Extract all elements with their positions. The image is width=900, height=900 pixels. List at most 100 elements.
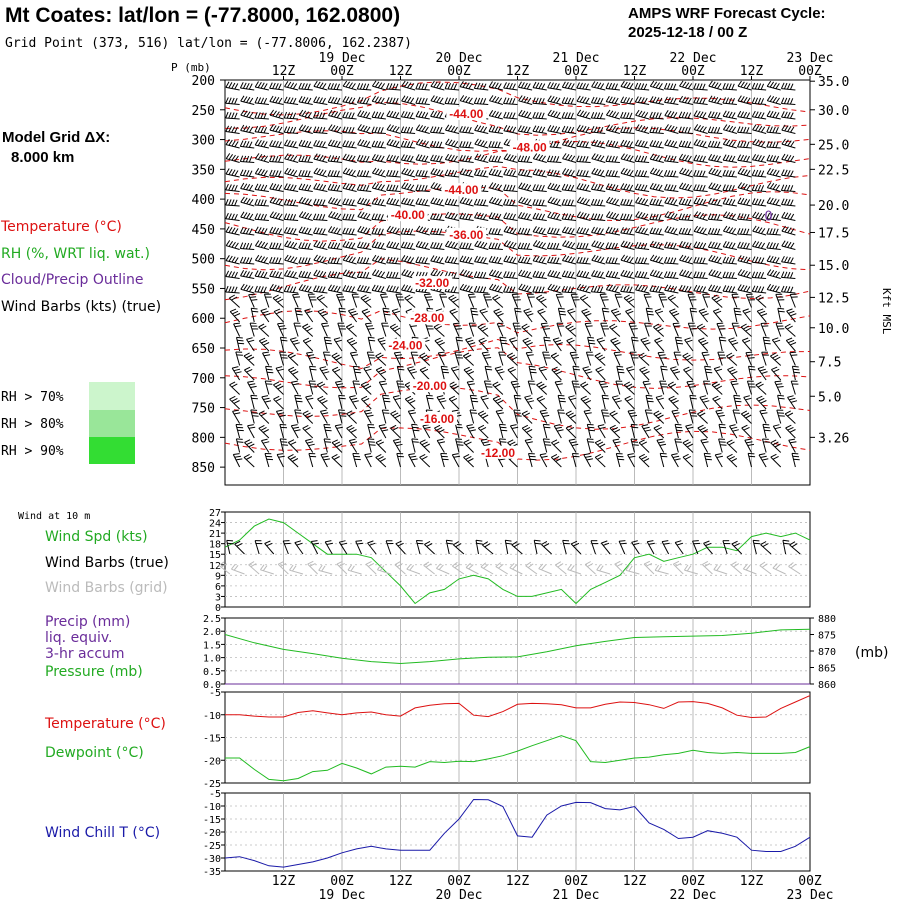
wind-barb-feather [535,271,540,278]
wind-barb-feather [715,368,723,372]
wind-barb-feather [599,155,605,162]
wind-barb-feather [250,299,258,301]
wind-barb [503,231,518,236]
wind-barb-feather [746,213,750,221]
wind-barb-feather [576,109,582,116]
wind-barb-feather [535,255,540,262]
wind-barb-feather [716,127,721,134]
wind-barb-feather [280,336,287,339]
page-title: Mt Coates: lat/lon = (-77.8000, 162.0800… [5,4,400,27]
surface-wind-barb-true [226,540,231,555]
wind-barb-feather [444,153,450,160]
wind-barb-feather [585,83,589,90]
wind-barb [679,290,694,294]
wind-barb-feather [539,453,547,456]
wind-barb [674,424,679,439]
wind-barb-feather [649,269,654,276]
wind-barb-feather [409,400,416,404]
wind-barb-feather [254,153,260,159]
wind-barb [240,130,255,134]
surface-wind-barb-grid-feather [367,562,375,567]
wind-barb-feather [482,199,487,206]
wind-barb-feather [699,285,704,292]
wind-barb-feather [293,342,300,345]
wind-barb-feather [623,255,628,262]
wind-barb-feather [438,155,443,163]
wind-barb-feather [570,199,574,206]
wind-barb-feather [670,383,677,388]
wind-barb-feather [652,241,657,248]
wind-barb-feather [463,366,470,371]
wind-barb-feather [345,168,351,175]
wind-barb [722,262,737,265]
wind-barb-feather [243,212,248,219]
wind-barb-feather [546,155,551,162]
surface-wind-barb-grid-feather [350,565,355,572]
wind-barb-feather [269,155,273,162]
wind-barb-feather [258,323,265,328]
wind-barb [606,216,621,221]
wind-barb-feather [699,111,704,118]
wind-barb [258,340,270,352]
surface-wind-barb-true-feather [543,543,550,547]
surface-wind-barb-true-feather [603,542,610,546]
wind-barb-feather [389,184,393,191]
wind-barb-feather [707,227,712,235]
wind-barb [477,427,489,439]
wind-barb-feather [357,211,362,217]
wind-barb-feather [760,272,765,279]
wind-barb-feather [301,82,305,90]
wind-barb-feather [611,198,617,205]
wind-barb [542,424,548,439]
wind-barb [547,114,562,120]
wind-barb [787,397,796,410]
wind-barb-feather [757,308,764,312]
wind-barb-feather [298,196,304,203]
wind-barb-feather [526,112,532,118]
wind-barb-feather [757,242,763,248]
wind-barb-feather [463,352,470,357]
wind-barb-feather [331,439,339,444]
wind-barb-feather [339,397,346,400]
surface-wind-barb-true-feather [534,539,541,542]
surface-wind-barb-true-feather [753,539,760,542]
wind-barb-feather [684,169,690,176]
wind-barb [730,381,738,395]
wind-barb-feather [377,126,381,134]
wind-barb-feather [538,296,545,301]
wind-barb-feather [374,81,380,88]
wind-barb-feather [535,154,541,160]
wind-barb [518,114,533,120]
wind-barb-feather [262,441,270,444]
surface-wind-barb-grid-feather [614,560,621,565]
wind-barb-feather [258,410,265,415]
temperature-label-bg [441,183,482,197]
wind-barb [308,380,314,395]
wind-barb-feather [547,81,551,88]
wind-barb-feather [520,155,525,162]
wind-barb-feather [523,242,528,250]
wind-barb-feather [381,429,389,432]
wind-barb-feather [348,155,353,161]
wind-barb-feather [336,257,340,264]
wind-barb [410,351,416,366]
wind-barb-feather [611,271,616,278]
wind-barb-feather [283,183,288,190]
wind-barb [415,261,430,265]
top-day-label: 21 Dec [553,51,600,66]
wind-barb [346,340,357,352]
wind-barb-feather [240,270,245,277]
wind-barb-feather [254,96,259,104]
wind-barb [586,438,592,453]
wind-barb [708,274,723,279]
wind-barb-feather [687,97,692,104]
wind-barb-feather [637,140,642,147]
wind-barb-feather [501,342,508,345]
wind-barb [492,398,504,410]
wind-barb-feather [532,153,538,159]
wind-barb-feather [538,97,542,104]
wind-barb-feather [319,366,327,369]
wind-barb-feather [630,414,638,417]
wind-barb-feather [702,213,707,220]
wind-barb-feather [304,97,309,104]
